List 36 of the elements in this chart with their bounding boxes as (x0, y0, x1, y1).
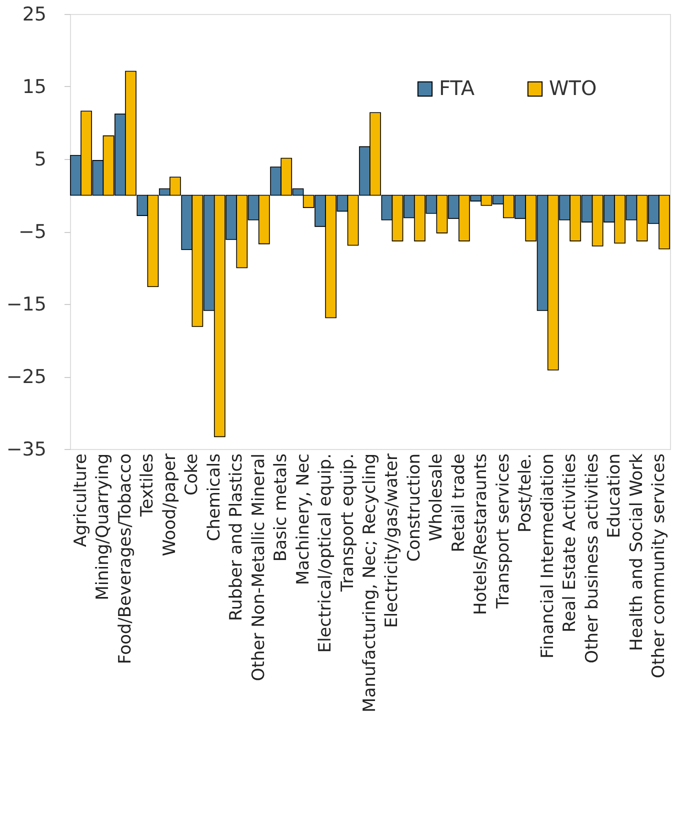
x-tick-label: Chemicals (204, 453, 224, 542)
x-tick-label: Other business activities (582, 453, 602, 664)
x-tick-label: Mining/Quarrying (93, 454, 114, 600)
x-tick-label: Manufacturing, Nec; Recycling (360, 454, 380, 712)
x-tick-label: Hotels/Restaraunts (471, 453, 492, 616)
x-tick-label: Transport services (493, 453, 514, 610)
x-tick-label: Construction (404, 454, 424, 562)
x-tick-label: Other Non-Metallic Mineral (248, 454, 269, 682)
x-tick-label: Rubber and Plastics (226, 453, 247, 621)
legend-label: FTA (439, 76, 475, 100)
x-tick-label: Electricity/gas/water (382, 453, 402, 628)
x-tick-label: Wholesale (426, 454, 447, 542)
x-tick-label: Machinery, Nec (293, 454, 314, 586)
x-tick-label: Real Estate Activities (560, 453, 580, 632)
x-tick-label: Basic metals (271, 453, 292, 562)
x-tick-label: Coke (182, 454, 202, 496)
y-tick-label: 25 (22, 4, 46, 26)
x-tick-label: Health and Social Work (626, 453, 647, 651)
x-tick-label: Agriculture (71, 454, 92, 547)
x-tick-label: Transport equip. (338, 454, 358, 593)
y-tick-label: 15 (22, 76, 46, 98)
y-tick-label: 5 (34, 148, 46, 170)
x-tick-label: Post/tele. (516, 454, 536, 533)
x-tick-label: Electrical/optical equip. (316, 454, 336, 653)
x-tick-label: Other community services (648, 453, 669, 678)
legend-label: WTO (549, 76, 597, 100)
y-tick-label: −35 (6, 438, 46, 460)
x-tick-label: Retail trade (448, 454, 469, 552)
y-tick-label: −25 (6, 366, 46, 388)
x-tick-label: Financial Intermediation (538, 454, 558, 658)
x-tick-label: Food/Beverages/Tobacco (115, 454, 136, 664)
x-tick-label: Wood/paper (160, 454, 180, 556)
y-tick-label: −15 (6, 294, 46, 316)
x-tick-label: Education (604, 454, 625, 538)
x-tick-label: Textiles (138, 453, 158, 518)
y-tick-label: −5 (18, 221, 46, 243)
